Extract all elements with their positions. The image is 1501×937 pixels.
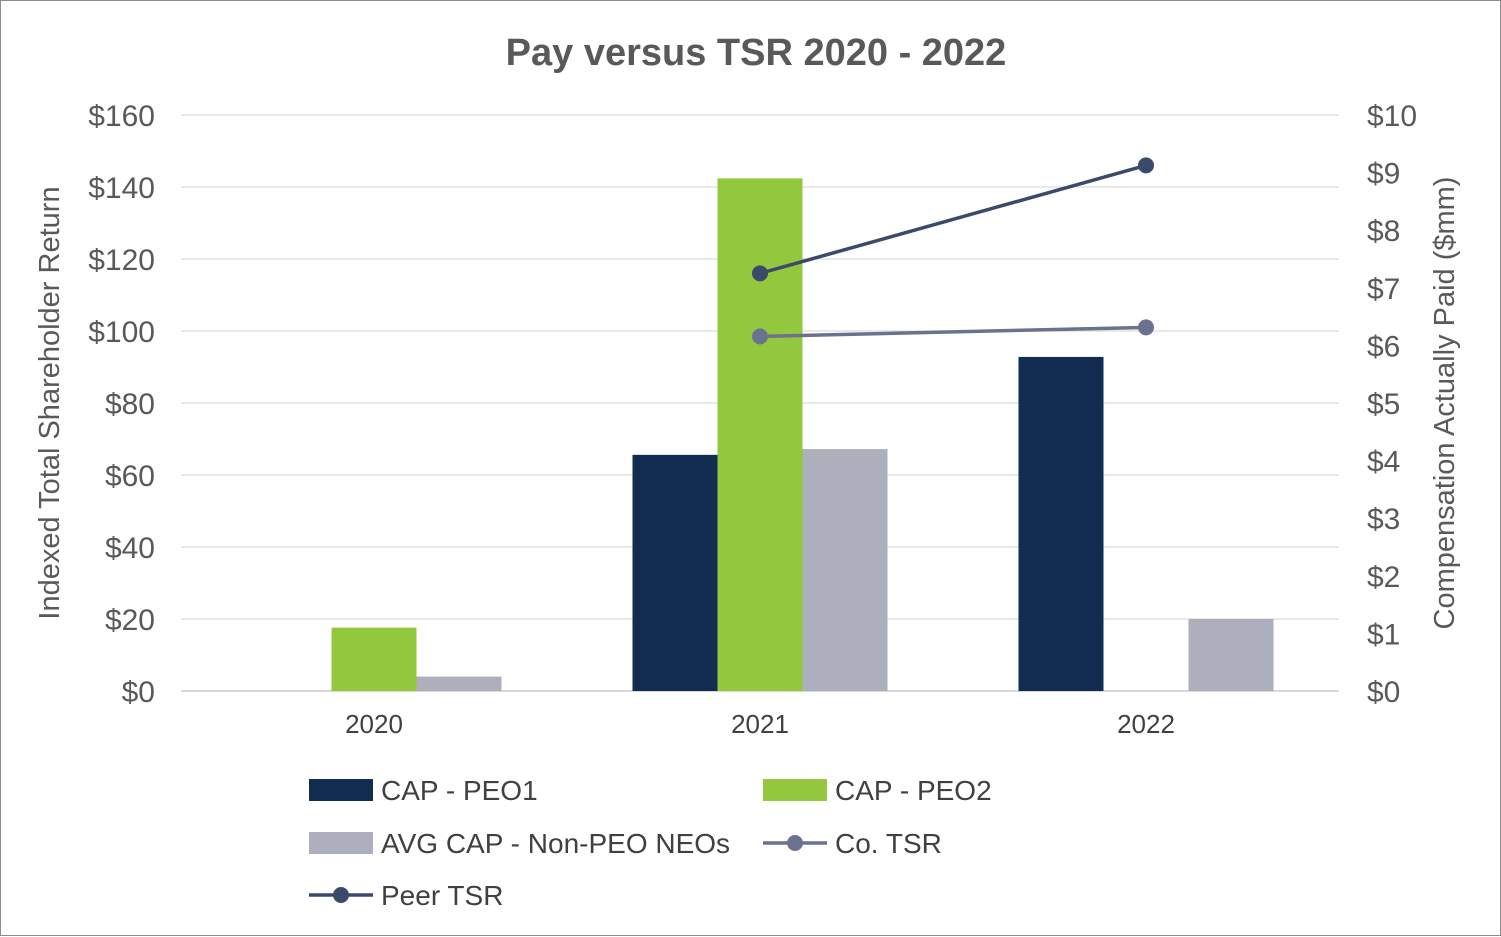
left-tick-label: $140	[88, 172, 155, 205]
category-label: 2022	[1117, 709, 1175, 739]
legend-label-peer-tsr: Peer TSR	[381, 880, 503, 911]
left-tick-label: $0	[122, 676, 155, 709]
left-tick-label: $120	[88, 244, 155, 277]
point-peer-tsr	[1138, 157, 1154, 174]
right-axis-ticks: $0 $1 $2 $3 $4 $5 $6 $7 $8 $9 $10	[1367, 100, 1417, 709]
legend-swatch-cap-peo2	[763, 779, 827, 801]
left-tick-label: $100	[88, 316, 155, 349]
bar-cap-peo2-2021	[717, 178, 803, 692]
line-peer-tsr	[759, 163, 1147, 276]
right-tick-label: $10	[1367, 100, 1417, 133]
legend-swatch-avg-cap-non-peo-neos	[309, 832, 373, 854]
category-label: 2020	[345, 709, 403, 739]
legend-label-avg-cap-non-peo-neos: AVG CAP - Non-PEO NEOs	[381, 828, 730, 859]
legend-label-cap-peo2: CAP - PEO2	[835, 775, 992, 806]
right-tick-label: $1	[1367, 618, 1400, 651]
bar-cap-peo2-2020	[331, 627, 417, 691]
legend-label-cap-peo1: CAP - PEO1	[381, 775, 538, 806]
category-label: 2021	[731, 709, 789, 739]
bar-cap-peo1-2022	[1018, 356, 1104, 691]
right-tick-label: $9	[1367, 158, 1400, 191]
left-axis-title: Indexed Total Shareholder Return	[34, 186, 66, 619]
point-co-tsr	[752, 328, 768, 345]
bar-avg-cap-non-peo-neos-2021	[802, 449, 888, 691]
right-tick-label: $8	[1367, 215, 1400, 248]
right-tick-label: $4	[1367, 446, 1400, 479]
right-tick-label: $6	[1367, 330, 1400, 363]
bar-cap-peo1-2021	[632, 454, 718, 691]
legend-swatch-cap-peo1	[309, 779, 373, 801]
line-co-tsr	[759, 325, 1147, 339]
left-tick-label: $60	[105, 460, 155, 493]
category-labels: 2020 2021 2022	[345, 709, 1175, 739]
right-tick-label: $5	[1367, 388, 1400, 421]
bars	[331, 178, 1274, 692]
lines	[752, 157, 1154, 345]
right-tick-label: $7	[1367, 273, 1400, 306]
point-co-tsr	[1138, 319, 1154, 336]
right-tick-label: $3	[1367, 503, 1400, 536]
left-tick-label: $80	[105, 388, 155, 421]
legend: CAP - PEO1 CAP - PEO2 AVG CAP - Non-PEO NE…	[309, 775, 992, 911]
point-peer-tsr	[752, 265, 768, 282]
right-tick-label: $2	[1367, 561, 1400, 594]
left-axis-ticks: $0 $20 $40 $60 $80 $100 $120 $140 $160	[88, 100, 155, 709]
chart-title: Pay versus TSR 2020 - 2022	[506, 32, 1007, 74]
legend-label-co-tsr: Co. TSR	[835, 828, 942, 859]
right-axis-title: Compensation Actually Paid ($mm)	[1429, 177, 1461, 630]
left-tick-label: $40	[105, 532, 155, 565]
legend-marker-peer-tsr	[333, 887, 349, 903]
left-tick-label: $160	[88, 100, 155, 133]
left-tick-label: $20	[105, 604, 155, 637]
right-tick-label: $0	[1367, 676, 1400, 709]
bar-avg-cap-non-peo-neos-2020	[416, 676, 502, 691]
bar-avg-cap-non-peo-neos-2022	[1188, 619, 1274, 691]
legend-marker-co-tsr	[787, 835, 803, 851]
